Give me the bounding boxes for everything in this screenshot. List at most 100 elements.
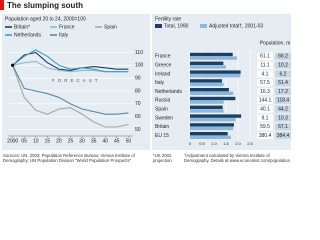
table-value: 380.4 — [259, 133, 272, 139]
line-series — [12, 49, 129, 73]
x-tick-label: 2.5 — [247, 141, 253, 146]
category-label: Britain — [155, 124, 169, 130]
y-tick-label: 110 — [135, 50, 143, 56]
table-cell — [275, 96, 291, 104]
table-value: 118.4 — [277, 98, 289, 104]
panel — [2, 14, 150, 150]
x-tick-label: 15 — [45, 138, 51, 144]
table-value: 40.1 — [260, 107, 270, 113]
legend-label: Italy — [59, 32, 69, 38]
table-cell — [257, 88, 273, 96]
y-tick-label: 90 — [135, 75, 141, 81]
table-value: 67.1 — [278, 124, 288, 130]
y-tick-label: 50 — [135, 127, 141, 133]
bar — [190, 74, 241, 78]
x-tick-label: 40 — [102, 138, 108, 144]
table-value: 9.1 — [262, 115, 269, 121]
legend-label: Britain* — [14, 24, 30, 30]
bar — [190, 61, 224, 65]
x-tick-label: 0.5 — [199, 141, 205, 146]
table-cell — [275, 79, 291, 87]
page: The slumping south Population aged 20 to… — [0, 0, 291, 163]
table-cell — [275, 132, 291, 140]
table-title: Population, m — [260, 40, 291, 46]
line-series — [12, 51, 129, 71]
brand-mark — [0, 0, 4, 10]
footnote: *UK 2002 projection — [153, 153, 172, 163]
bar — [190, 126, 234, 131]
subtitle: Fertility rate — [155, 16, 181, 22]
legend-label: Total, 1990 — [164, 23, 189, 29]
x-tick-label: 10 — [33, 138, 39, 144]
legend-swatch — [200, 24, 207, 28]
table-cell — [275, 123, 291, 131]
table-value: 66.2 — [278, 54, 288, 60]
origin-dot — [11, 63, 15, 67]
bar — [190, 79, 222, 83]
bar — [190, 109, 224, 113]
table-value: 11.1 — [260, 63, 270, 69]
table-value: 384.4 — [277, 133, 290, 139]
chart: The slumping south Population aged 20 to… — [0, 0, 291, 150]
table-value: 51.4 — [278, 80, 288, 86]
bar — [190, 52, 233, 57]
bar — [190, 123, 234, 127]
y-tick-label: 60 — [135, 114, 141, 120]
table-cell — [275, 105, 291, 113]
table-cell — [257, 61, 273, 69]
bar — [190, 88, 229, 92]
table-cell — [257, 105, 273, 113]
bar — [190, 65, 226, 69]
table-cell — [257, 114, 273, 122]
category-label: Ireland — [155, 71, 171, 77]
table-cell — [275, 52, 291, 60]
footnote: †Adjustment calculated by Vienna Institu… — [184, 153, 290, 163]
category-label: Netherlands — [155, 89, 182, 95]
table-cell — [257, 70, 273, 78]
x-tick-label: 45 — [114, 138, 120, 144]
source: Sources: UN, 2003; Population Reference … — [3, 153, 135, 163]
x-tick-label: 05 — [21, 138, 27, 144]
legend-label: France — [59, 24, 75, 30]
x-tick-label: 1.0 — [211, 141, 217, 146]
table-value: 17.2 — [278, 89, 288, 95]
x-tick-label: 50 — [126, 138, 132, 144]
category-label: Spain — [155, 107, 168, 113]
bar — [190, 105, 223, 109]
legend-label: Netherlands — [14, 32, 41, 38]
x-tick-label: 35 — [91, 138, 97, 144]
y-tick-label: 70 — [135, 101, 141, 107]
x-tick-label: 2000 — [7, 138, 18, 144]
table-cell — [257, 52, 273, 60]
table-cell — [275, 114, 291, 122]
bar — [190, 118, 236, 122]
table-value: 44.2 — [278, 107, 288, 113]
table-value: 6.2 — [280, 71, 287, 77]
x-tick-label: 2.0 — [235, 141, 241, 146]
table-value: 61.1 — [260, 54, 270, 60]
legend-label: Spain — [104, 24, 117, 30]
legend-swatch — [155, 24, 162, 28]
y-tick-label: 80 — [135, 88, 141, 94]
category-label: Italy — [155, 80, 165, 86]
bar — [190, 91, 234, 95]
category-label: Sweden — [155, 115, 173, 121]
category-label: France — [155, 54, 171, 60]
x-tick-label: 0 — [189, 141, 192, 146]
table-value: 144.1 — [259, 98, 272, 104]
bar — [190, 114, 242, 118]
category-label: Greece — [155, 63, 172, 69]
bar — [190, 70, 241, 74]
table-cell — [257, 79, 273, 87]
bar — [190, 132, 228, 136]
category-label: Russia — [155, 98, 171, 104]
x-tick-label: 25 — [68, 138, 74, 144]
table-value: 10.2 — [278, 63, 288, 69]
bar — [190, 56, 238, 60]
bar — [190, 100, 224, 104]
table-value: 10.3 — [278, 115, 288, 121]
x-tick-label: 20 — [56, 138, 62, 144]
annotation: FORECAST — [52, 78, 101, 83]
bar — [190, 82, 224, 87]
line-series — [12, 65, 129, 115]
